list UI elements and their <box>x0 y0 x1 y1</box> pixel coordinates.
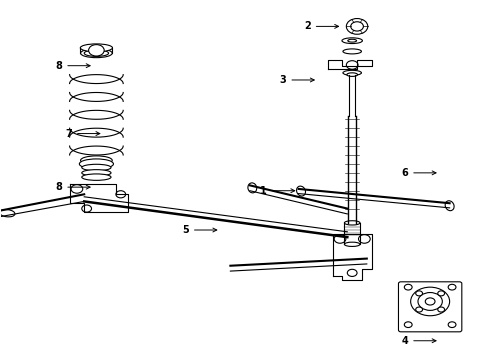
Ellipse shape <box>348 39 357 42</box>
Circle shape <box>334 235 346 243</box>
Circle shape <box>71 185 83 193</box>
Text: 8: 8 <box>55 182 90 192</box>
Ellipse shape <box>80 156 112 165</box>
Text: 4: 4 <box>401 336 436 346</box>
Circle shape <box>448 284 456 290</box>
Ellipse shape <box>84 50 109 57</box>
Text: 2: 2 <box>304 21 339 31</box>
Text: 8: 8 <box>55 61 90 71</box>
Ellipse shape <box>347 73 358 76</box>
Text: 6: 6 <box>401 168 436 178</box>
Circle shape <box>116 191 125 198</box>
Circle shape <box>425 298 435 305</box>
Circle shape <box>404 322 412 328</box>
Circle shape <box>82 205 92 212</box>
Ellipse shape <box>344 221 360 225</box>
Ellipse shape <box>445 201 454 211</box>
Circle shape <box>448 322 456 328</box>
Ellipse shape <box>82 170 111 176</box>
Text: 1: 1 <box>260 186 294 196</box>
Ellipse shape <box>80 44 113 52</box>
Text: 7: 7 <box>65 129 100 139</box>
Ellipse shape <box>0 210 15 217</box>
FancyBboxPatch shape <box>398 282 462 332</box>
Circle shape <box>411 287 450 316</box>
Ellipse shape <box>296 186 305 196</box>
Circle shape <box>347 269 357 276</box>
Circle shape <box>418 293 442 310</box>
Circle shape <box>404 284 412 290</box>
Circle shape <box>89 45 104 56</box>
Ellipse shape <box>342 38 363 44</box>
Text: 3: 3 <box>280 75 314 85</box>
Ellipse shape <box>248 183 257 193</box>
Text: 5: 5 <box>182 225 217 235</box>
Circle shape <box>438 307 444 312</box>
Circle shape <box>346 18 368 34</box>
Circle shape <box>438 291 444 296</box>
Ellipse shape <box>82 174 111 180</box>
Ellipse shape <box>343 49 362 54</box>
Circle shape <box>346 61 358 69</box>
Circle shape <box>416 291 422 296</box>
Circle shape <box>359 235 370 243</box>
Circle shape <box>416 307 422 312</box>
Ellipse shape <box>80 49 112 58</box>
Ellipse shape <box>343 70 362 75</box>
Ellipse shape <box>344 242 360 247</box>
Ellipse shape <box>79 159 114 169</box>
Circle shape <box>351 22 364 31</box>
Ellipse shape <box>82 164 111 171</box>
